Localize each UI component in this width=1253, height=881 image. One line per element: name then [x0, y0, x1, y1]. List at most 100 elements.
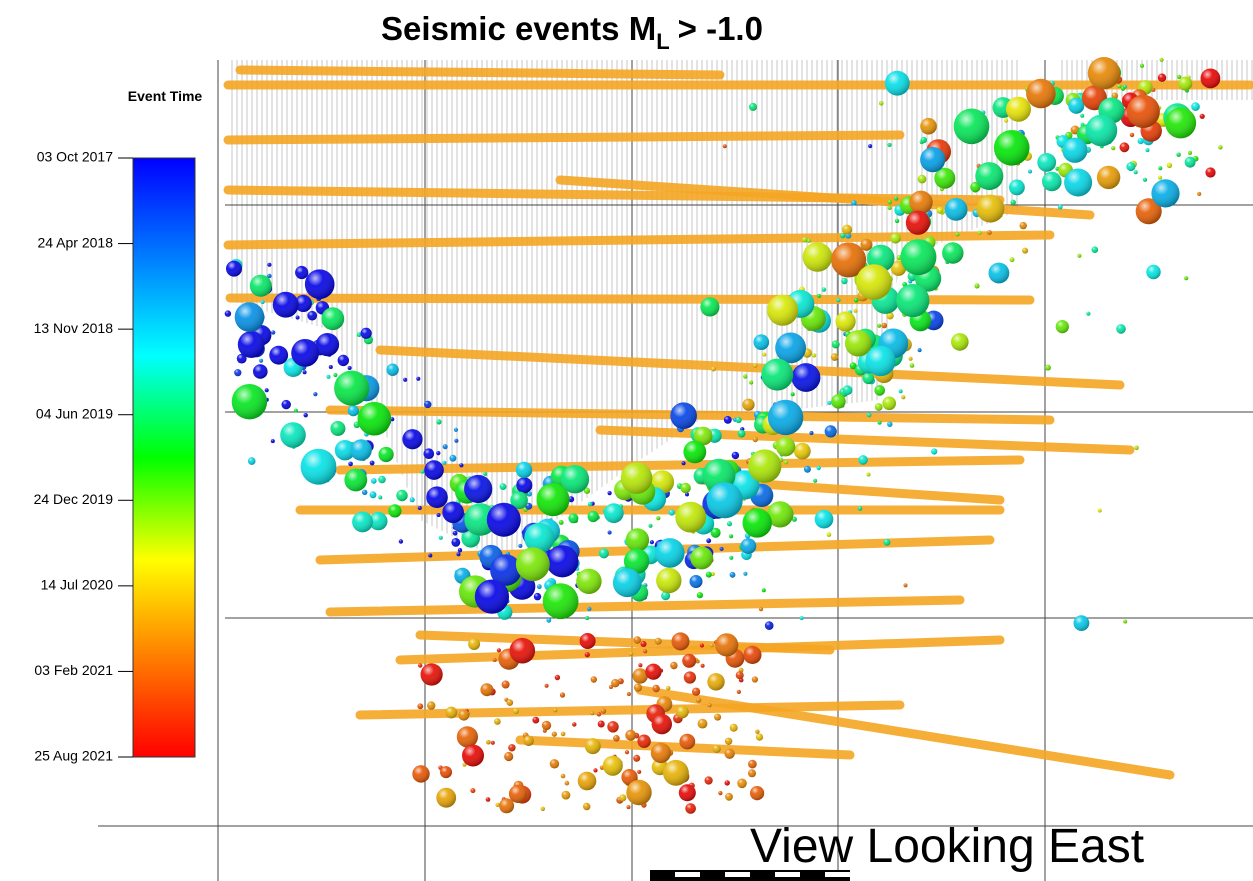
event-shading [493, 658, 497, 662]
event-shading [652, 714, 672, 734]
event-shading [836, 298, 840, 302]
event-shading [827, 401, 831, 405]
event-shading [827, 532, 832, 537]
event-shading [975, 162, 1003, 190]
event-shading [625, 750, 629, 754]
event-shading [955, 232, 959, 236]
event-shading [403, 378, 407, 382]
event-shading [296, 316, 300, 320]
event-shading [784, 460, 788, 464]
event-shading [679, 784, 696, 801]
event-shading [445, 707, 457, 719]
event-shading [440, 766, 452, 778]
event-shading [641, 641, 647, 647]
event-shading [710, 643, 714, 647]
event-shading [712, 745, 720, 753]
event-shading [546, 618, 551, 623]
event-shading [762, 588, 766, 592]
event-shading [371, 478, 377, 484]
event-shading [1146, 148, 1150, 152]
event-shading [1218, 145, 1222, 149]
event-shading [937, 207, 944, 214]
event-shading [978, 231, 982, 235]
event-shading [708, 703, 712, 707]
event-shading [672, 632, 690, 650]
event-shading [696, 698, 701, 703]
event-shading [813, 479, 817, 483]
event-shading [750, 786, 764, 800]
event-shading [294, 409, 298, 413]
event-shading [727, 521, 732, 526]
event-shading [881, 323, 887, 329]
event-shading [775, 333, 806, 364]
event-shading [736, 417, 742, 423]
event-shading [1098, 509, 1102, 513]
event-shading [513, 708, 519, 714]
event-shading [910, 363, 915, 368]
event-shading [1006, 97, 1031, 122]
event-shading [714, 714, 721, 721]
event-shading [378, 495, 382, 499]
event-shading [502, 681, 510, 689]
event-shading [486, 797, 491, 802]
event-shading [1037, 153, 1056, 172]
event-shading [752, 676, 758, 682]
event-shading [743, 508, 772, 537]
event-shading [656, 568, 681, 593]
event-shading [802, 237, 807, 242]
event-shading [715, 633, 738, 656]
drive [600, 430, 1130, 450]
event-shading [1042, 172, 1062, 192]
event-shading [313, 392, 317, 396]
event-shading [613, 568, 642, 597]
event-shading [942, 242, 963, 263]
event-shading [831, 353, 839, 361]
event-shading [951, 333, 969, 351]
colorbar-tick-label: 13 Nov 2018 [34, 320, 114, 336]
event-shading [867, 473, 871, 477]
scale-bar-segment [725, 872, 750, 877]
event-shading [1165, 107, 1196, 138]
event-shading [295, 266, 308, 279]
event-shading [692, 688, 700, 696]
drive [640, 690, 1170, 775]
event-shading [1022, 248, 1028, 254]
event-shading [534, 593, 541, 600]
event-shading [749, 381, 753, 385]
colorbar-tick-label: 03 Oct 2017 [37, 149, 113, 165]
event-shading [1011, 200, 1016, 205]
event-shading [491, 741, 495, 745]
event-shading [588, 502, 592, 506]
event-shading [379, 447, 394, 462]
event-shading [626, 780, 651, 805]
event-shading [358, 402, 392, 436]
event-shading [1086, 115, 1118, 147]
event-shading [321, 307, 344, 330]
event-shading [542, 721, 551, 730]
event-shading [762, 353, 766, 357]
event-shading [334, 371, 369, 406]
event-shading [418, 506, 422, 510]
event-shading [427, 701, 435, 709]
event-shading [1058, 205, 1063, 210]
event-shading [1111, 146, 1115, 150]
event-shading [1127, 95, 1160, 128]
event-shading [619, 794, 626, 801]
event-shading [598, 721, 605, 728]
event-shading [682, 654, 696, 668]
event-shading [1197, 192, 1201, 196]
event-shading [698, 719, 708, 729]
event-shading [458, 710, 469, 721]
event-shading [412, 765, 429, 782]
colorbar-tick-label: 04 Jun 2019 [36, 405, 113, 421]
event-shading [496, 803, 500, 807]
event-shading [338, 355, 349, 366]
event-shading [560, 692, 565, 697]
drive [228, 135, 900, 140]
event-shading [680, 483, 690, 493]
event-shading [707, 482, 743, 518]
event-shading [649, 524, 653, 528]
event-shading [1185, 157, 1196, 168]
event-shading [442, 502, 464, 524]
event-shading [352, 512, 373, 533]
